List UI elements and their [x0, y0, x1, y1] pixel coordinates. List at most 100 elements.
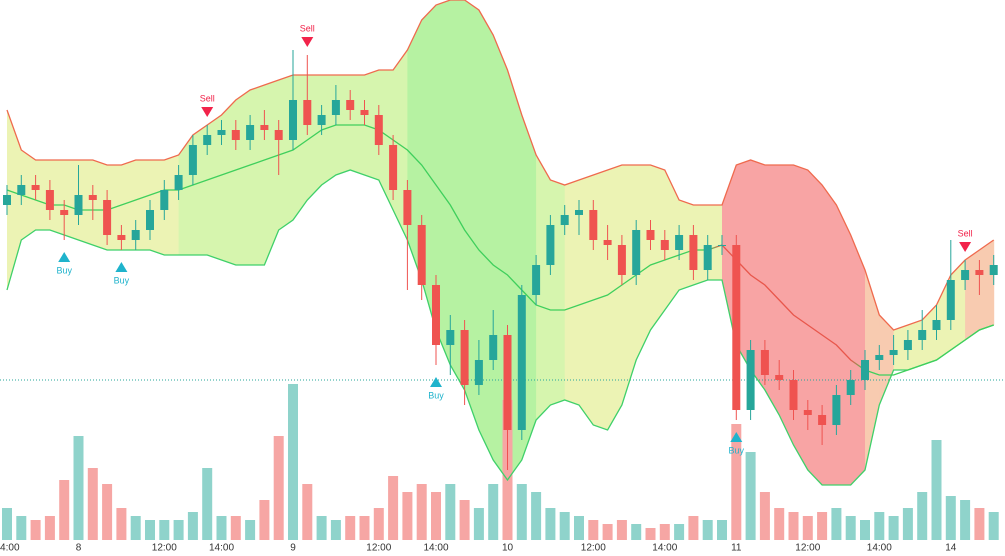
volume-bar — [87, 468, 98, 540]
band-fill — [893, 325, 909, 370]
x-tick-label: 9 — [290, 543, 296, 554]
sell-label: Sell — [958, 228, 973, 238]
x-tick-label: 12:00 — [795, 543, 820, 554]
candle-body — [360, 110, 369, 115]
candle-body — [589, 210, 598, 240]
volume-bar — [473, 508, 484, 540]
candle-body — [703, 245, 712, 270]
candle-body — [918, 330, 927, 340]
band-fill — [207, 115, 222, 260]
band-fill — [621, 165, 637, 405]
volume-bar — [831, 508, 842, 540]
volume-bar — [702, 520, 713, 540]
sell-label: Sell — [300, 23, 315, 33]
sell-marker — [301, 37, 314, 47]
band-fill — [450, 0, 466, 390]
x-tick-label: 14:00 — [867, 543, 892, 554]
candle-body — [903, 340, 912, 350]
band-fill — [478, 10, 494, 460]
candle-body — [660, 240, 669, 250]
candle-body — [532, 265, 541, 295]
upper-band — [6, 0, 995, 331]
candle-body — [74, 195, 83, 215]
candle-layer — [3, 50, 998, 470]
candle-body — [946, 280, 955, 320]
volume-bar — [559, 512, 570, 540]
volume-bar — [860, 520, 870, 540]
candle-body — [346, 100, 355, 110]
volume-bar — [902, 508, 913, 540]
volume-bar — [187, 512, 198, 540]
volume-bar — [345, 516, 356, 540]
candle-body — [632, 230, 641, 275]
candle-body — [718, 245, 726, 246]
band-fill — [221, 100, 237, 265]
volume-layer — [2, 384, 999, 540]
x-tick-label: 14:00 — [652, 543, 677, 554]
x-tick-label: 10 — [502, 543, 514, 554]
volume-bar — [16, 516, 27, 540]
candle-body — [961, 270, 970, 280]
candle-body — [103, 200, 112, 235]
candle-body — [374, 115, 383, 145]
volume-bar — [745, 452, 756, 540]
band-fill — [607, 165, 623, 430]
x-tick-label: 8 — [76, 543, 82, 554]
x-tick-label: 14:00 — [423, 543, 448, 554]
candle-body — [818, 415, 827, 425]
volume-bar — [874, 512, 885, 540]
volume-bar — [30, 520, 41, 540]
volume-bar — [459, 500, 470, 540]
band-fill — [979, 240, 995, 330]
buy-label: Buy — [729, 445, 745, 455]
volume-bar — [588, 520, 599, 540]
candle-body — [3, 195, 11, 205]
x-tick-label: 12:00 — [581, 543, 606, 554]
x-tick-label: 14:00 — [0, 543, 20, 554]
volume-bar — [159, 520, 170, 540]
candle-body — [617, 245, 626, 275]
candle-body — [274, 130, 283, 140]
buy-marker — [730, 432, 743, 442]
band-fill — [7, 110, 22, 290]
volume-bar — [516, 484, 527, 540]
candle-body — [160, 190, 169, 210]
volume-bar — [202, 468, 213, 540]
volume-bar — [245, 520, 256, 540]
candle-body — [331, 100, 340, 115]
volume-bar — [960, 500, 971, 540]
band-fill — [536, 155, 551, 420]
volume-bar — [73, 436, 84, 540]
band-fill — [307, 75, 323, 200]
volume-bar — [302, 484, 313, 540]
band-fill — [836, 205, 852, 485]
band-fill — [550, 180, 566, 405]
volume-bar — [774, 508, 785, 540]
volume-bar — [602, 524, 613, 540]
band-fill — [664, 170, 680, 310]
candle-body — [503, 335, 512, 430]
candle-body — [174, 175, 183, 190]
band-fill — [593, 170, 609, 430]
band-fill — [879, 315, 895, 405]
candle-body — [689, 235, 698, 270]
volume-bar — [316, 516, 327, 540]
candle-body — [789, 380, 798, 410]
buy-label: Buy — [56, 265, 72, 275]
band-fill — [49, 160, 65, 235]
band-fill — [264, 80, 280, 265]
volume-bar — [717, 520, 727, 540]
volume-bar — [974, 508, 985, 540]
volume-bar — [431, 492, 441, 540]
x-tick-label: 11 — [731, 543, 742, 554]
buy-label: Buy — [114, 275, 130, 285]
candle-body — [746, 350, 755, 410]
volume-bar — [817, 512, 828, 540]
candle-body — [403, 190, 412, 225]
volume-bar — [759, 492, 770, 540]
volume-bar — [288, 384, 298, 540]
candle-body — [489, 335, 498, 360]
band-fill — [321, 75, 337, 185]
candle-body — [760, 350, 769, 375]
